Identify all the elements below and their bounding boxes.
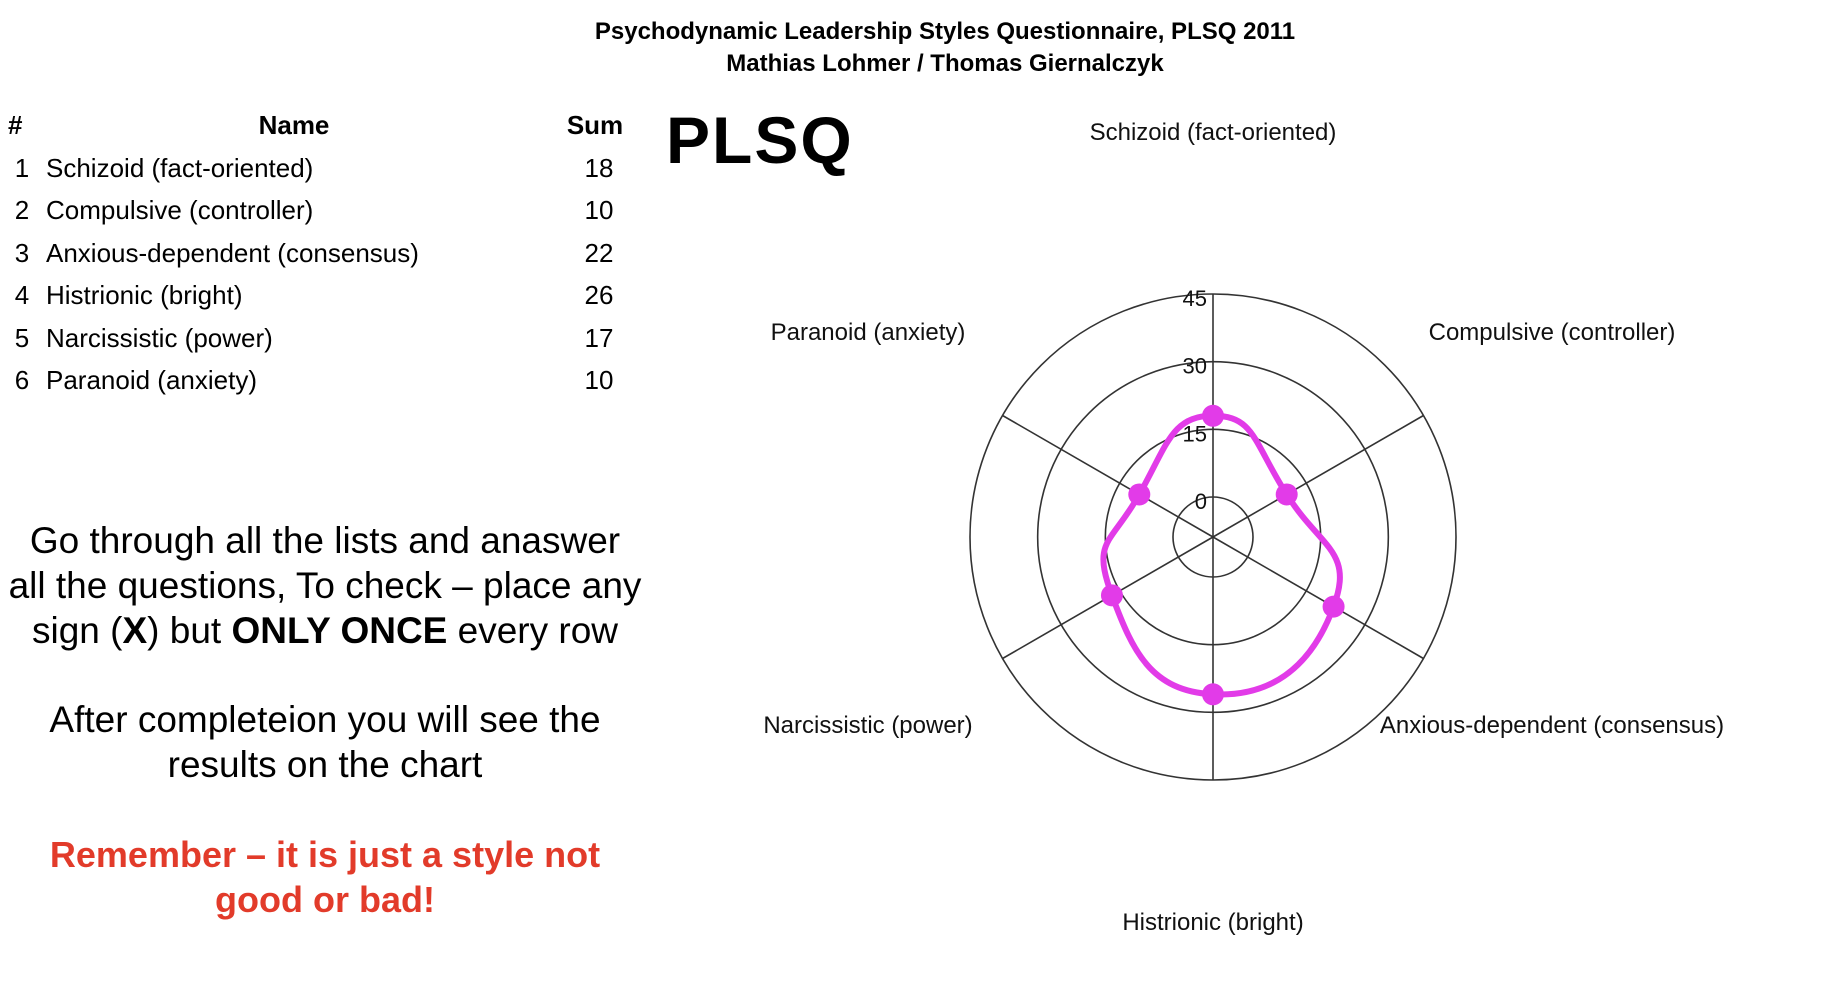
table-row: 5 Narcissistic (power) 17: [4, 317, 632, 360]
row-name: Paranoid (anxiety): [46, 365, 257, 395]
row-sum: 26: [584, 280, 614, 310]
instructions: Go through all the lists and anaswer all…: [0, 518, 650, 922]
row-sum: 22: [584, 237, 614, 268]
data-point: [1128, 483, 1151, 506]
page-title: Psychodynamic Leadership Styles Question…: [594, 18, 1296, 45]
data-point: [1100, 584, 1123, 607]
row-num: 2: [14, 195, 30, 225]
axis-spoke: [1002, 414, 1214, 538]
row-num: 5: [14, 322, 30, 353]
row-num: 3: [14, 237, 30, 268]
instruction-text: ) but: [147, 610, 232, 651]
axis-label: Schizoid (fact-oriented): [1090, 119, 1337, 146]
header-name: Name: [258, 110, 330, 140]
tick-label: 30: [1183, 354, 1207, 379]
row-num: 4: [14, 280, 30, 310]
completion-line: results on the chart: [167, 744, 483, 785]
row-name: Histrionic (bright): [46, 280, 243, 310]
instruction-line: Go through all the lists and anaswer: [29, 520, 621, 561]
radar-chart: 0 15 30 45 Schizoid (fact-oriented) Compulsiv…: [763, 119, 1724, 936]
plsq-logo: PLSQ: [666, 103, 854, 177]
tick-label: 15: [1183, 421, 1207, 446]
row-name: Schizoid (fact-oriented): [46, 152, 314, 183]
instruction-emphasis: X: [122, 610, 148, 651]
row-sum: 18: [584, 152, 614, 183]
warning-line: Remember – it is just a style not: [49, 834, 601, 875]
row-sum: 10: [584, 365, 614, 395]
header-num: #: [8, 110, 23, 140]
row-sum: 10: [584, 195, 614, 225]
axis-label: Histrionic (bright): [1122, 909, 1303, 936]
scores-table: # Name Sum 1 Schizoid (fact-oriented) 18…: [4, 104, 632, 402]
page-header: Psychodynamic Leadership Styles Question…: [540, 16, 1350, 80]
page-authors: Mathias Lohmer / Thomas Giernalczyk: [726, 50, 1164, 77]
row-num: 6: [14, 365, 30, 395]
table-row: 3 Anxious-dependent (consensus) 22: [4, 232, 632, 275]
row-num: 1: [14, 152, 30, 183]
axis-spoke: [1212, 414, 1424, 538]
warning-line: good or bad!: [215, 879, 435, 920]
tick-label: 0: [1195, 489, 1207, 514]
data-point: [1275, 483, 1298, 506]
row-name: Narcissistic (power): [46, 322, 273, 353]
axis-spoke: [1212, 536, 1424, 660]
header-sum: Sum: [566, 110, 624, 140]
series-line: [1100, 412, 1343, 698]
data-point: [1202, 404, 1224, 427]
row-name: Anxious-dependent (consensus): [46, 237, 419, 268]
table-row: 4 Histrionic (bright) 26: [4, 274, 632, 317]
instruction-text: every row: [447, 610, 619, 651]
table-row: 1 Schizoid (fact-oriented) 18: [4, 147, 632, 190]
data-point: [1322, 595, 1345, 618]
axis-label: Anxious-dependent (consensus): [1380, 712, 1724, 739]
instruction-line: sign (X) but ONLY ONCE every row: [0, 608, 650, 653]
instruction-line: all the questions, To check – place any: [8, 565, 642, 606]
table-row: 6 Paranoid (anxiety) 10: [4, 359, 632, 402]
table-header-row: # Name Sum: [4, 104, 632, 147]
completion-line: After completeion you will see the: [49, 699, 601, 740]
instruction-text: sign (: [31, 610, 123, 651]
row-name: Compulsive (controller): [46, 195, 314, 225]
axis-label: Narcissistic (power): [763, 712, 972, 739]
axis-label: Compulsive (controller): [1429, 319, 1676, 346]
tick-label: 45: [1183, 286, 1207, 311]
table-row: 2 Compulsive (controller) 10: [4, 189, 632, 232]
data-point: [1202, 683, 1224, 706]
axis-label: Paranoid (anxiety): [771, 319, 966, 346]
instruction-emphasis: ONLY ONCE: [231, 610, 448, 651]
row-sum: 17: [584, 322, 614, 353]
